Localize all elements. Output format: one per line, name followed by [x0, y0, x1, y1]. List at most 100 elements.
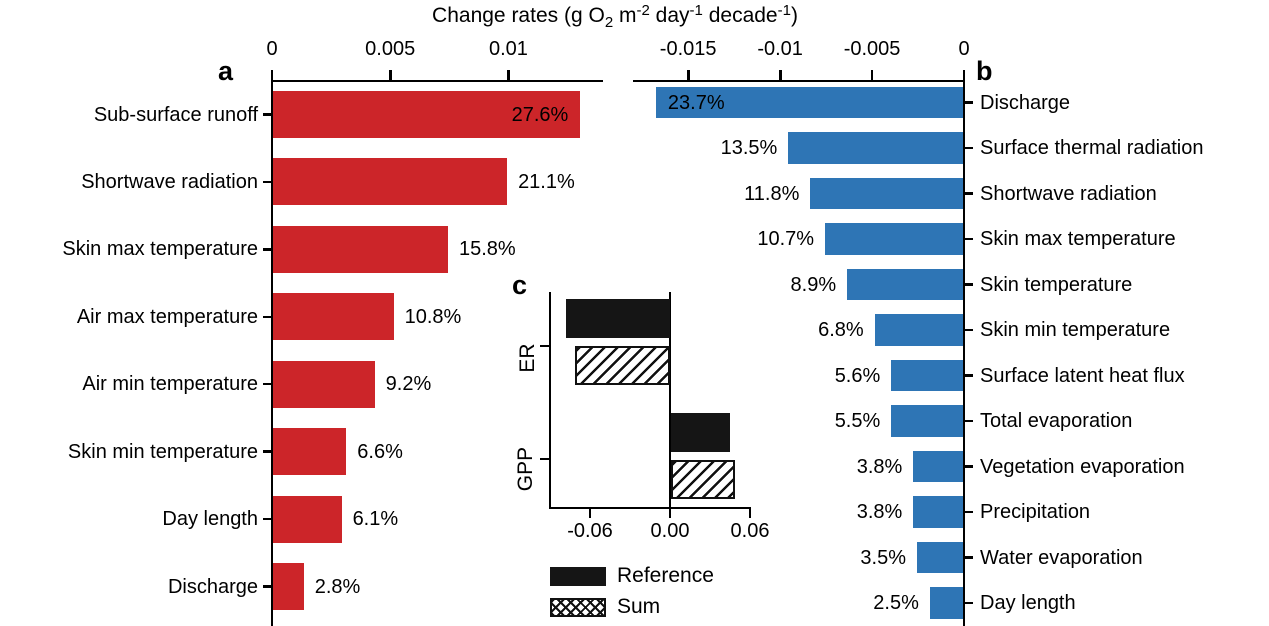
bar-er-sum	[575, 346, 670, 385]
panel-b-xtick	[687, 70, 690, 80]
panel-a-cat-label: Day length	[162, 508, 258, 531]
chart-title-part: )	[790, 4, 798, 27]
bar-precipitation	[913, 496, 963, 528]
bar-skin-max-temperature	[273, 225, 448, 273]
panel-b-cat-tick	[964, 146, 973, 150]
chart-title: Change rates (g O2 m-2 day-1 decade-1)	[315, 2, 915, 31]
bar-discharge	[655, 86, 963, 119]
panel-c-xtick-label: -0.06	[567, 520, 613, 542]
panel-b-pct-label: 3.5%	[860, 546, 907, 569]
panel-b-cat-label: Skin max temperature	[980, 228, 1176, 250]
bar-vegetation-evaporation	[913, 450, 963, 483]
panel-a-cat-label: Air max temperature	[76, 305, 258, 328]
panel-a-pct-label: 27.6%	[511, 103, 569, 126]
panel-a-cat-label: Skin max temperature	[62, 238, 258, 261]
panel-b-xtick-label: -0.01	[757, 38, 803, 60]
bar-shortwave-radiation	[810, 177, 963, 210]
panel-b-cat-label: Skin temperature	[980, 273, 1133, 296]
panel-b-cat-tick	[964, 192, 973, 195]
panel-b-cat-tick	[964, 556, 973, 559]
panel-a-pct-label: 6.1%	[352, 508, 399, 531]
panel-b-cat-tick	[964, 101, 973, 104]
bar-skin-min-temperature	[273, 428, 347, 476]
panel-a-cat-label: Shortwave radiation	[81, 170, 258, 193]
panel-a-pct-label: 21.1%	[518, 170, 575, 193]
panel-b-top-axis	[633, 80, 964, 83]
panel-a-xtick-label: 0	[266, 38, 278, 60]
bar-day-length	[929, 587, 963, 619]
panel-b-cat-tick	[964, 328, 973, 332]
panel-b-pct-label: 3.8%	[856, 501, 903, 523]
bar-skin-min-temperature	[874, 314, 963, 346]
panel-c-y-axis	[549, 292, 552, 509]
panel-b-cat-tick	[964, 374, 973, 377]
panel-a-cat-tick	[263, 248, 272, 251]
panel-a-cat-label: Discharge	[167, 575, 258, 598]
bar-skin-temperature	[847, 268, 963, 301]
panel-letter-a: a	[218, 56, 234, 86]
panel-letter-c: c	[512, 270, 528, 300]
bar-surface-latent-heat-flux	[891, 359, 963, 392]
panel-b-cat-label: Water evaporation	[980, 546, 1143, 569]
panel-c-ytick	[540, 457, 549, 461]
panel-c-xtick	[669, 509, 672, 518]
panel-b-pct-label: 2.5%	[873, 592, 919, 614]
panel-b-cat-label: Surface thermal radiation	[980, 137, 1204, 159]
panel-a-pct-label: 2.8%	[314, 575, 361, 598]
panel-c-zero-line	[669, 292, 672, 507]
panel-a-cat-tick	[263, 113, 272, 116]
chart-title-part: m	[613, 4, 637, 27]
bar-gpp-reference	[671, 413, 730, 452]
bar-air-min-temperature	[273, 360, 375, 408]
panel-c-xtick	[749, 509, 752, 518]
panel-b-cat-label: Total evaporation	[980, 410, 1133, 432]
panel-c-xtick-label: 0.00	[650, 520, 690, 542]
legend-label-sum: Sum	[617, 595, 661, 618]
chart-title-part: day	[649, 4, 690, 27]
bar-sub-surface-runoff	[273, 91, 581, 138]
panel-a-pct-label: 15.8%	[458, 238, 516, 261]
panel-a-xtick	[507, 70, 510, 80]
panel-a-cat-tick	[263, 517, 272, 521]
bar-shortwave-radiation	[273, 158, 508, 206]
panel-c-ytick	[540, 344, 549, 348]
panel-b-xtick-label: -0.015	[659, 38, 717, 60]
bar-gpp-sum	[671, 460, 735, 499]
panel-c-xtick	[589, 509, 592, 518]
bar-air-max-temperature	[273, 293, 394, 341]
panel-a-cat-label: Skin min temperature	[67, 440, 258, 463]
panel-a-pct-label: 9.2%	[385, 373, 432, 396]
panel-b-cat-label: Skin min temperature	[980, 319, 1171, 341]
bar-day-length	[273, 495, 342, 543]
panel-b-pct-label: 3.8%	[856, 455, 903, 478]
panel-b-cat-label: Vegetation evaporation	[980, 455, 1185, 478]
panel-b-y-axis	[963, 70, 966, 626]
panel-a-pct-label: 10.8%	[404, 305, 462, 328]
panel-c-label-er: ER	[516, 343, 539, 373]
legend-swatch-sum	[550, 598, 606, 617]
bar-skin-max-temperature	[825, 223, 963, 255]
chart-title-part: -2	[636, 2, 650, 19]
panel-a-y-axis	[271, 70, 274, 626]
panel-b-cat-label: Surface latent heat flux	[980, 364, 1185, 387]
bar-er-reference	[566, 299, 670, 338]
panel-b-pct-label: 8.9%	[790, 273, 837, 296]
panel-b-cat-tick	[964, 419, 973, 423]
panel-a-cat-label: Air min temperature	[82, 373, 258, 396]
panel-a-cat-label: Sub-surface runoff	[93, 103, 258, 126]
panel-c-label-gpp: GPP	[514, 446, 537, 492]
bar-total-evaporation	[891, 405, 963, 437]
legend-swatch-reference	[550, 567, 606, 586]
panel-b-xtick	[779, 70, 782, 80]
panel-a-xtick	[389, 70, 392, 80]
panel-b-pct-label: 10.7%	[757, 228, 815, 250]
chart-title-part: -1	[777, 2, 791, 19]
panel-b-xtick-label: 0	[958, 38, 970, 60]
chart-title-part: -1	[689, 2, 703, 19]
panel-a-cat-tick	[263, 383, 272, 386]
panel-b-pct-label: 13.5%	[720, 137, 778, 159]
panel-b-cat-tick	[964, 283, 973, 286]
panel-a-xtick-label: 0.01	[488, 38, 528, 60]
panel-b-pct-label: 6.8%	[818, 319, 864, 341]
panel-b-pct-label: 5.6%	[834, 364, 881, 387]
